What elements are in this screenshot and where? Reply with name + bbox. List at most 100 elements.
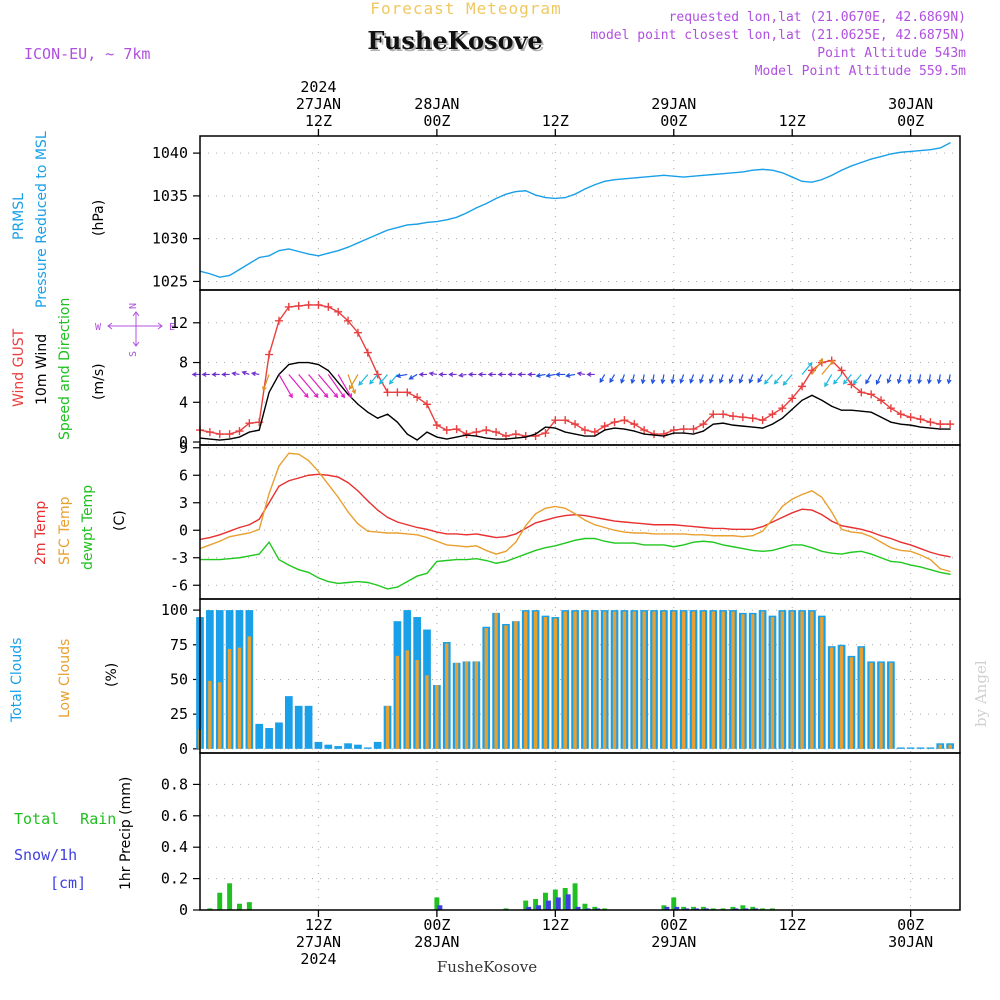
data-point xyxy=(860,410,862,412)
data-point xyxy=(673,524,675,526)
data-point xyxy=(742,425,744,427)
data-point xyxy=(554,545,556,547)
data-point xyxy=(456,545,458,547)
data-point xyxy=(564,514,566,517)
data-point xyxy=(515,557,517,559)
data-point xyxy=(525,525,527,527)
wind-arrow xyxy=(586,372,595,377)
wind-arrow xyxy=(527,372,536,377)
data-point xyxy=(205,428,214,437)
bar xyxy=(454,662,459,749)
data-point xyxy=(219,534,221,536)
data-point xyxy=(604,540,606,542)
bar xyxy=(354,744,362,749)
data-point xyxy=(890,421,892,423)
data-point xyxy=(347,393,349,395)
bar xyxy=(602,908,608,910)
data-point xyxy=(393,388,402,397)
data-point xyxy=(334,307,343,316)
y-tick-label: 0.4 xyxy=(161,838,188,856)
data-point xyxy=(258,429,260,431)
y-tick-label: -6 xyxy=(170,576,188,594)
data-point xyxy=(580,426,589,435)
data-point xyxy=(890,153,892,155)
bar xyxy=(284,696,293,749)
data-point xyxy=(485,559,487,562)
data-point xyxy=(840,409,843,411)
bar xyxy=(741,614,745,749)
data-point xyxy=(554,516,556,519)
data-point xyxy=(880,541,882,543)
data-point xyxy=(702,526,704,529)
bar xyxy=(810,611,814,749)
data-point xyxy=(837,366,846,375)
data-point xyxy=(640,426,649,435)
data-point xyxy=(436,220,438,223)
wind-arrow xyxy=(221,372,230,377)
data-point xyxy=(298,361,300,364)
series-line xyxy=(200,537,951,590)
data-point xyxy=(604,180,606,182)
wind-arrow xyxy=(395,373,408,379)
y-tick-label: 1030 xyxy=(152,230,188,248)
data-point xyxy=(732,172,734,174)
data-point xyxy=(482,426,491,435)
wind-arrow xyxy=(231,371,240,377)
wind-arrow xyxy=(241,370,250,376)
data-point xyxy=(219,439,221,441)
data-point xyxy=(495,553,497,555)
data-point xyxy=(298,569,300,571)
wind-arrow xyxy=(467,372,477,377)
data-point xyxy=(229,530,231,532)
data-point xyxy=(337,476,339,478)
bar xyxy=(246,902,252,910)
data-point xyxy=(377,584,379,586)
data-point xyxy=(758,416,767,425)
compass-s: S xyxy=(128,351,139,357)
wind-arrow xyxy=(262,374,270,392)
y-tick-label: 25 xyxy=(170,705,188,723)
data-point xyxy=(258,528,260,530)
data-point xyxy=(798,382,807,391)
data-point xyxy=(870,158,872,160)
data-point xyxy=(910,424,912,426)
data-point xyxy=(663,533,665,535)
data-point xyxy=(525,436,527,438)
data-point xyxy=(485,202,487,205)
data-point xyxy=(939,568,941,570)
data-point xyxy=(613,529,616,531)
data-point xyxy=(801,399,803,401)
data-point xyxy=(327,369,329,372)
data-point xyxy=(850,526,853,529)
bar xyxy=(733,908,739,910)
data-point xyxy=(396,226,399,229)
data-point xyxy=(386,588,389,590)
data-point xyxy=(831,405,833,407)
data-point xyxy=(584,188,586,190)
top-time-label: 2024 xyxy=(300,78,336,96)
data-point xyxy=(238,526,241,529)
data-point xyxy=(584,514,586,517)
data-point xyxy=(811,547,813,549)
y-tick-label: 0.8 xyxy=(161,775,188,793)
top-time-label: 28JAN xyxy=(414,95,459,113)
data-point xyxy=(446,559,448,562)
bar xyxy=(405,650,409,749)
wind-arrow xyxy=(348,374,359,391)
data-point xyxy=(778,404,787,413)
data-point xyxy=(752,169,754,171)
bar xyxy=(435,685,439,749)
data-point xyxy=(643,433,645,435)
data-point xyxy=(475,207,477,209)
wind-arrow xyxy=(763,374,773,385)
data-point xyxy=(781,516,783,519)
clouds-panel xyxy=(193,598,961,754)
data-point xyxy=(732,535,734,537)
data-point xyxy=(771,518,774,520)
bar xyxy=(582,903,588,910)
data-point xyxy=(738,413,747,422)
bar xyxy=(314,741,323,749)
bar xyxy=(800,611,804,749)
data-point xyxy=(752,535,754,537)
precip-panel xyxy=(193,752,961,911)
